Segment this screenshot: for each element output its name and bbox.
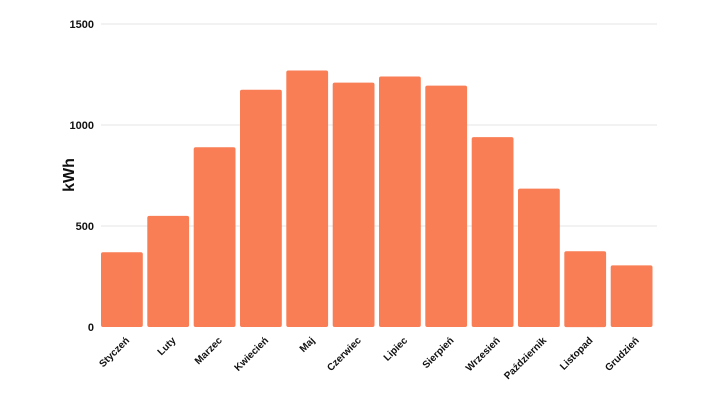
bar-1 xyxy=(101,252,143,327)
y-tick-label: 0 xyxy=(88,322,94,334)
x-tick-labels: Styczeń Luty Marzec Kwiecień Maj Czerwiec Lipi… xyxy=(98,335,642,382)
x-tick-label: Styczeń xyxy=(98,335,133,370)
x-tick-label: Październik xyxy=(502,335,549,382)
x-tick-label: Czerwiec xyxy=(325,335,364,374)
x-tick-label: Wrzesień xyxy=(464,335,503,374)
x-tick-label: Sierpień xyxy=(421,335,457,371)
y-axis-title: kWh xyxy=(61,158,78,192)
bar-7 xyxy=(379,76,421,327)
bar-12 xyxy=(610,265,653,327)
x-tick-label: Listopad xyxy=(558,335,595,372)
bar-5 xyxy=(286,70,329,327)
x-tick-label: Grudzień xyxy=(603,335,641,373)
bar-10 xyxy=(518,188,560,327)
x-tick-label: Maj xyxy=(298,335,318,355)
x-tick-label: Luty xyxy=(156,335,179,358)
y-tick-label: 1000 xyxy=(70,120,94,132)
y-tick-labels: 0 500 1000 1500 xyxy=(70,19,94,334)
bar-4 xyxy=(240,89,282,327)
bar-8 xyxy=(425,85,468,327)
bar-6 xyxy=(332,82,375,327)
bars xyxy=(101,70,653,328)
bar-3 xyxy=(193,147,236,327)
y-tick-label: 500 xyxy=(76,221,94,233)
bar-2 xyxy=(147,215,190,327)
bar-9 xyxy=(471,137,514,327)
x-tick-label: Kwiecień xyxy=(233,335,271,373)
x-tick-label: Lipiec xyxy=(382,335,411,364)
y-tick-label: 1500 xyxy=(70,19,94,31)
bar-11 xyxy=(564,251,607,328)
x-tick-label: Marzec xyxy=(193,335,225,367)
